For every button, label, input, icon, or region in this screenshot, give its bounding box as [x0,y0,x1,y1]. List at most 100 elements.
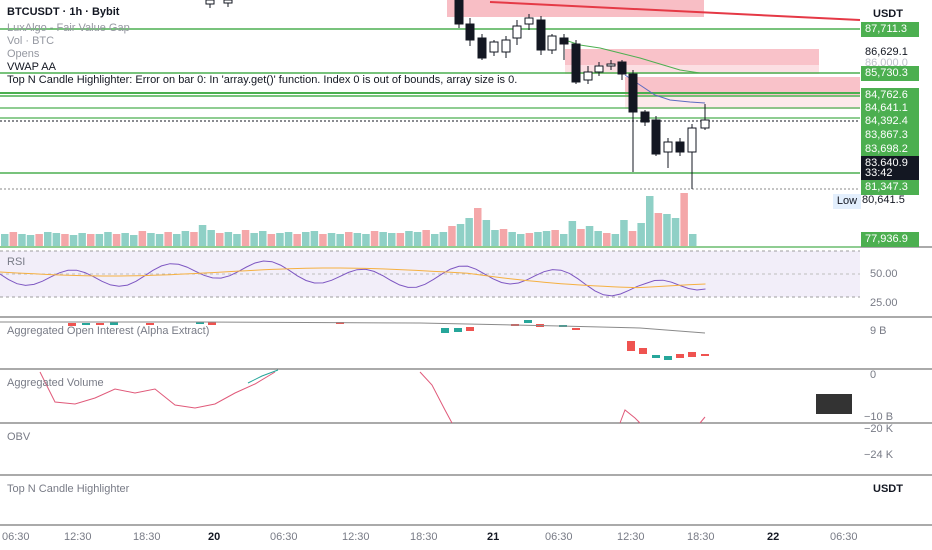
price-label: 33:42 [861,166,919,181]
candlestick-series [205,0,710,189]
volume-bar [534,232,542,246]
oi-average-line [0,321,706,334]
volume-bar [87,234,95,246]
volume-bar [465,218,473,246]
time-axis-label: 06:30 [545,531,573,543]
trend-line [489,1,861,21]
price-label: 83,698.2 [861,142,919,157]
oi-pane-title[interactable]: Aggregated Open Interest (Alpha Extract) [7,325,210,337]
candle-body [559,37,569,45]
volume-bar [319,234,327,246]
rsi-pane-title[interactable]: RSI [7,256,26,268]
agg-volume-line [419,371,453,424]
volume-bar [241,230,250,246]
candle-body [454,0,464,25]
volume-bar [525,233,534,246]
volume-bar [267,234,276,246]
candle-body [205,0,215,5]
agg-volume-marker [816,394,852,414]
legend-line-3[interactable]: Opens [7,48,40,60]
agg-volume-line [619,409,641,424]
oi-candle [664,356,672,360]
volume-bar [628,231,637,246]
rsi-tick: 50.00 [870,268,898,280]
volume-bar [173,234,181,246]
oi-candle [466,327,474,331]
top-n-pane-title[interactable]: Top N Candle Highlighter [7,483,130,495]
obv-tick: −20 K [864,423,894,435]
volume-bar [155,234,164,246]
volume-bar [69,235,78,246]
volume-bar [422,230,430,246]
volume-bar [130,235,138,246]
price-label: 84,762.6 [861,88,919,103]
volume-bar [568,221,577,246]
volume-bar [448,226,456,246]
candle-body [571,43,581,83]
volume-bar [405,231,413,246]
price-label: 85,730.3 [861,66,919,81]
oi-candle [146,323,154,325]
volume-bar [276,233,284,246]
volume-bar [138,231,147,246]
volume-bar [61,234,69,246]
volume-bar [542,231,551,246]
fvg-zone [625,77,860,95]
fvg-zone [565,49,819,65]
oi-candle [639,348,647,354]
agg-volume-pane-title[interactable]: Aggregated Volume [7,377,104,389]
low-value: 80,641.5 [862,194,905,206]
volume-bar [551,230,559,246]
volume-bar [577,229,585,246]
volume-bar [233,234,241,246]
volume-bar [284,232,293,246]
indicator-error-message: Top N Candle Highlighter: Error on bar 0… [7,74,518,86]
volume-bar [95,234,104,246]
oi-candle [96,323,104,325]
volume-bar [52,233,61,246]
volume-bar [250,233,258,246]
candle-body [594,65,604,73]
volume-bar [474,208,482,246]
fvg-zone [447,0,704,17]
top-n-currency[interactable]: USDT [873,483,903,495]
volume-bar [78,233,86,246]
volume-bar [302,232,310,246]
volume-bar [198,225,207,246]
oi-candle [627,341,635,351]
oi-candle [454,328,462,332]
time-axis-label: 06:30 [270,531,298,543]
volume-bar [491,230,499,246]
volume-bar [560,234,568,246]
volume-bar [181,231,190,246]
fvg-zone [565,65,819,74]
legend-line-4[interactable]: VWAP AA [7,61,56,73]
oi-candle [68,323,76,326]
candle-body [687,127,697,153]
volume-bar [224,232,233,246]
oi-candle [82,323,90,325]
volume-bar [663,214,671,246]
time-axis-label: 18:30 [133,531,161,543]
legend-line-2[interactable]: Vol · BTC [7,35,55,47]
volume-bar [327,233,336,246]
candle-body [536,19,546,51]
legend-line-1[interactable]: LuxAlgo - Fair Value Gap [7,22,130,34]
currency-label[interactable]: USDT [873,8,903,20]
oi-candle [701,354,709,356]
candle-body [640,111,650,123]
volume-bar [680,193,688,246]
symbol-title[interactable]: BTCUSDT · 1h · Bybit [7,6,120,18]
candle-body [477,37,487,59]
volume-bar [1,234,9,246]
oi-candle [572,328,580,330]
price-label: 86,629.1 [861,45,919,60]
obv-pane-title[interactable]: OBV [7,431,31,443]
volume-bar [104,232,112,246]
candle-body [700,119,710,129]
volume-bar [207,230,215,246]
volume-bar [370,231,379,246]
price-label: 83,867.3 [861,128,919,143]
volume-bar [112,234,121,246]
